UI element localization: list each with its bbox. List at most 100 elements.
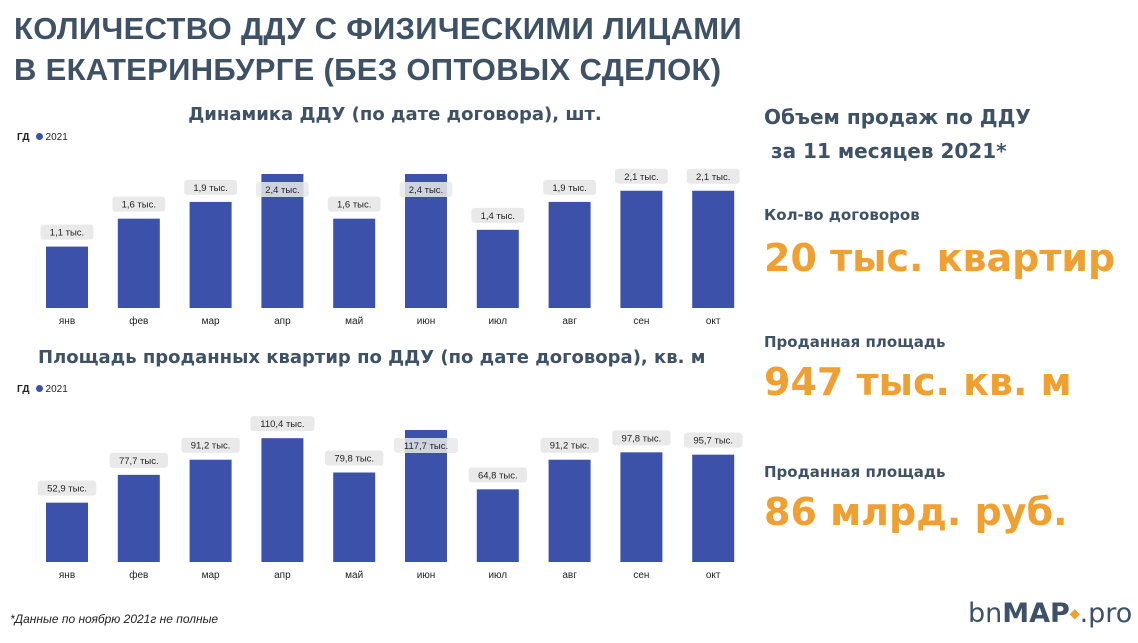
legend-key: ГД [17, 384, 30, 395]
data-label-bg [325, 450, 384, 466]
tick-label: окт [706, 570, 721, 581]
data-label: 91,2 тыс. [550, 441, 590, 452]
data-label-bg [394, 438, 458, 453]
data-label: 64,8 тыс. [478, 470, 518, 481]
stat-area-value: 947 тыс. кв. м [764, 360, 1072, 404]
tick-label: мар [202, 570, 220, 581]
logo-part-bn: bn [968, 598, 1003, 629]
bar-июл [476, 489, 519, 562]
tick-label: июл [488, 316, 507, 327]
data-label-bg [184, 179, 237, 195]
tick-label: апр [274, 570, 291, 581]
stat-contracts-label: Кол-во договоров [764, 206, 920, 224]
data-label-bg [684, 432, 743, 448]
tick-label: авг [562, 316, 577, 327]
bar-мар [189, 459, 232, 562]
logo-part-pro: .pro [1079, 598, 1133, 629]
data-label: 2,1 тыс. [624, 172, 658, 183]
tick-label: фев [129, 569, 148, 581]
stat-contracts-value: 20 тыс. квартир [764, 236, 1116, 280]
bar-фев [117, 218, 160, 308]
bar-янв [46, 246, 88, 308]
tick-label: апр [274, 316, 291, 327]
bar-авг [548, 201, 591, 308]
data-label: 1,1 тыс. [50, 228, 84, 239]
legend-key: ГД [17, 132, 30, 143]
tick-label: май [345, 316, 363, 327]
tick-label: янв [59, 316, 75, 327]
tick-label: янв [59, 570, 75, 581]
tick-label: окт [706, 316, 721, 327]
bar-сен [620, 190, 663, 308]
chart-2-legend: ГД 2021 [17, 384, 68, 395]
chart-1-title: Динамика ДДУ (по дате договора), шт. [188, 104, 602, 125]
bar-фев [117, 474, 160, 562]
chart-1: 1,1 тыс. янв 1,6 тыс. фев 1,9 тыс. мар 2,4 тыс… [40, 168, 740, 327]
data-label: 91,2 тыс. [191, 441, 231, 452]
bar-сен [620, 452, 663, 562]
chart-1-legend: ГД 2021 [17, 132, 68, 143]
data-label-bg [471, 207, 525, 223]
data-label-bg [37, 480, 97, 496]
bar-май [333, 472, 376, 562]
data-label-bg [543, 179, 596, 195]
bnmap-logo: bnMAP⬩.pro [968, 598, 1132, 630]
data-label-bg [109, 452, 168, 468]
data-label-bg [327, 196, 381, 212]
data-label: 1,6 тыс. [122, 200, 156, 211]
tick-label: мар [202, 316, 220, 327]
legend-series-label: 2021 [45, 132, 68, 143]
bar-мар [189, 201, 232, 308]
legend-dot-icon [35, 385, 43, 392]
tick-label: сен [633, 316, 649, 327]
tick-label: июл [488, 570, 507, 581]
chart-2-title: Площадь проданных квартир по ДДУ (по дат… [38, 347, 706, 368]
legend-series-label: 2021 [45, 384, 68, 395]
summary-heading-line-1: Объем продаж по ДДУ [764, 105, 1031, 129]
footnote: *Данные по ноябрю 2021г не полные [10, 612, 219, 626]
data-label: 110,4 тыс. [260, 419, 304, 430]
data-label-bg [399, 182, 453, 197]
tick-label: июн [417, 316, 436, 327]
logo-part-map: MAP [1002, 598, 1070, 629]
tick-label: июн [417, 570, 436, 581]
summary-heading-line-2: за 11 месяцев 2021* [764, 139, 1007, 163]
tick-label: май [345, 570, 363, 581]
data-label-bg [181, 437, 240, 453]
page-title-line-1: КОЛИЧЕСТВО ДДУ С ФИЗИЧЕСКИМИ ЛИЦАМИ [14, 11, 742, 46]
page-title-line-2: В ЕКАТЕРИНБУРГЕ (БЕЗ ОПТОВЫХ СДЕЛОК) [14, 52, 722, 87]
bar-июл [476, 229, 519, 308]
data-label: 1,6 тыс. [337, 200, 371, 211]
tick-label: авг [562, 570, 577, 581]
data-label: 117,7 тыс. [404, 441, 448, 452]
stat-amount-value: 86 млрд. руб. [764, 490, 1068, 534]
stat-area-label: Проданная площадь [764, 333, 946, 351]
data-label-bg [40, 224, 94, 240]
data-label-bg [612, 430, 671, 446]
data-label: 1,9 тыс. [552, 183, 586, 194]
stat-amount-label: Проданная площадь [764, 463, 946, 481]
data-label: 2,4 тыс. [265, 185, 299, 196]
data-label: 79,8 тыс. [334, 454, 374, 465]
tick-label: сен [633, 570, 649, 581]
data-label-bg [256, 182, 309, 197]
bar-авг [548, 459, 591, 562]
data-label-bg [250, 416, 315, 432]
bar-окт [692, 190, 735, 308]
legend-dot-icon [35, 133, 43, 140]
data-label: 1,4 тыс. [481, 211, 515, 222]
page-title: КОЛИЧЕСТВО ДДУ С ФИЗИЧЕСКИМИ ЛИЦАМИ В ЕК… [14, 8, 874, 90]
map-pin-icon: ⬩ [1069, 598, 1080, 629]
chart-2: 52,9 тыс. янв 77,7 тыс. фев 91,2 тыс. мар 110,… [37, 416, 743, 581]
data-label: 2,1 тыс. [696, 172, 730, 183]
data-label-bg [112, 196, 166, 212]
data-label-bg [686, 168, 740, 184]
summary-heading: Объем продаж по ДДУ за 11 месяцев 2021* [764, 100, 1031, 168]
tick-label: фев [129, 315, 148, 327]
data-label-bg [468, 467, 527, 483]
data-label: 97,8 тыс. [622, 433, 662, 444]
data-label: 77,7 тыс. [119, 456, 159, 467]
bar-май [333, 218, 376, 308]
bar-окт [692, 454, 735, 562]
data-label-bg [615, 168, 668, 184]
